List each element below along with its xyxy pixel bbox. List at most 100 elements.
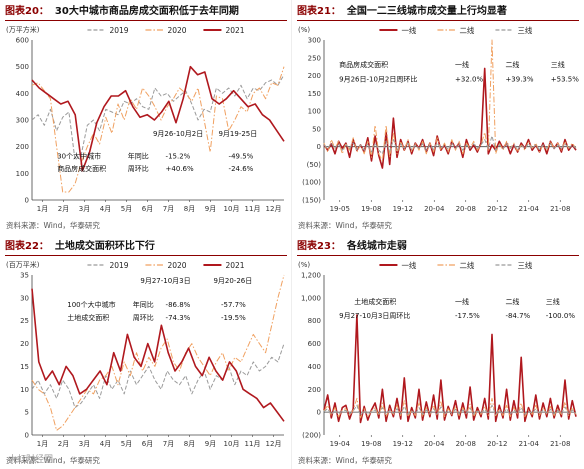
y-tick-label: 0 — [25, 197, 29, 205]
y-tick-label: 200 — [16, 143, 29, 151]
x-tick-label: 6月 — [142, 205, 153, 213]
figure-title: 30大中城市商品房成交面积低于去年同期 — [54, 6, 239, 17]
x-tick-label: 19-08 — [361, 205, 381, 213]
chart-annotation: 周环比 — [128, 164, 149, 173]
legend-label: 一线 — [401, 25, 416, 35]
x-tick-label: 5月 — [121, 440, 132, 448]
legend-label: 2019 — [109, 26, 128, 35]
y-tick-label: 15 — [20, 363, 29, 371]
x-tick-label: 4月 — [100, 205, 111, 213]
figure-number: 图表21： — [297, 6, 341, 17]
line-chart-svg: (%) (200) 0 200 400 600 800 1,000 1,200 19-04 19-0… — [298, 260, 577, 448]
y-tick-label: (200) — [302, 432, 321, 440]
x-tick-label: 1月 — [37, 440, 48, 448]
chart-annotation: -86.8% — [166, 301, 191, 309]
line-chart-svg: (%) (150) (100) (50) 0 50 100 150 200 250 300 19-05… — [298, 25, 579, 213]
x-tick-label: 19-05 — [330, 205, 350, 213]
chart-annotation: 9月26-10月2日 — [153, 130, 203, 138]
series-line-2019 — [31, 343, 285, 409]
y-tick-label: 30 — [20, 294, 29, 302]
chart-panel-23: 图表23： 各线城市走弱 (%) (200) 0 200 400 600 800 1,000 1,… — [292, 235, 584, 469]
x-tick-label: 5月 — [121, 205, 132, 213]
panel-title: 图表21： 全国一二三线城市成交量上行均显著 — [297, 3, 579, 21]
x-tick-label: 12月 — [266, 440, 282, 448]
figure-title: 全国一二三线城市成交量上行均显著 — [346, 6, 507, 17]
chart-annotation: -57.7% — [221, 301, 246, 309]
series-line-2021 — [31, 65, 285, 172]
x-tick-label: 11月 — [245, 205, 261, 213]
legend-label: 二线 — [459, 25, 474, 35]
chart-annotation: 9月20-26日 — [213, 277, 252, 285]
series-line-一线 — [323, 314, 577, 424]
x-tick-label: 19-08 — [361, 440, 381, 448]
y-tick-label: (150) — [302, 197, 321, 205]
chart-annotation: 土地成交面积 — [67, 313, 109, 322]
x-tick-label: 2月 — [58, 205, 69, 213]
x-tick-label: 1月 — [37, 205, 48, 213]
x-tick-label: 9月 — [205, 440, 216, 448]
chart-annotation: -74.3% — [166, 314, 191, 322]
x-tick-label: 20-04 — [424, 205, 445, 213]
legend-label: 2019 — [109, 261, 128, 270]
chart-annotation: 周环比 — [133, 313, 154, 322]
axis-unit-label: (万平方米) — [6, 25, 40, 34]
chart-annotation: 9月19-25日 — [218, 130, 257, 138]
y-tick-label: 250 — [308, 54, 321, 62]
source-note: 资料来源：Wind，华泰研究 — [6, 456, 100, 465]
y-tick-label: 100 — [16, 170, 29, 178]
chart-annotation: -84.7% — [505, 312, 530, 320]
x-tick-label: 21-04 — [519, 205, 540, 213]
y-tick-label: 5 — [25, 409, 29, 417]
source-note: 资料来源：Wind，华泰研究 — [6, 221, 100, 230]
chart-annotation: +39.3% — [505, 76, 533, 84]
chart-annotation: -24.6% — [229, 165, 254, 173]
series-line-二线 — [323, 39, 577, 162]
chart-annotation: 年同比 — [128, 151, 149, 160]
legend-label: 2020 — [167, 261, 186, 270]
x-tick-label: 2月 — [58, 440, 69, 448]
legend-label: 三线 — [517, 25, 532, 35]
chart-annotation: -17.5% — [455, 312, 480, 320]
x-tick-label: 19-12 — [393, 440, 413, 448]
y-tick-label: 800 — [308, 317, 321, 325]
y-tick-label: 100 — [308, 108, 321, 116]
chart-annotation: 年同比 — [133, 300, 154, 309]
chart-annotation: 三线 — [551, 60, 565, 69]
chart-annotation: -49.5% — [229, 152, 254, 160]
x-tick-label: 3月 — [79, 205, 90, 213]
legend-label: 三线 — [517, 260, 532, 270]
chart-annotation: 9月27-10月3日周环比 — [339, 311, 410, 320]
x-tick-label: 6月 — [142, 440, 153, 448]
chart-annotation: 商品房成交面积 — [57, 164, 106, 173]
chart-annotation: +53.5% — [551, 76, 579, 84]
x-tick-label: 12月 — [266, 205, 282, 213]
chart-annotation: 商品房成交面积 — [339, 60, 388, 69]
chart-annotation: -100.0% — [546, 312, 576, 320]
chart-annotation: +32.0% — [455, 76, 483, 84]
x-tick-label: 20-08 — [456, 440, 476, 448]
chart-annotation: -15.2% — [166, 152, 191, 160]
y-tick-label: 50 — [312, 125, 321, 133]
y-tick-label: 1,000 — [301, 294, 321, 302]
y-tick-label: 400 — [16, 90, 29, 98]
series-line-2019 — [31, 74, 285, 161]
axis-unit-label: (%) — [298, 26, 310, 34]
chart-annotation: 9月26日-10月2日周环比 — [339, 75, 417, 84]
y-tick-label: 500 — [16, 63, 29, 71]
legend-label: 2021 — [225, 26, 244, 35]
y-tick-label: 200 — [308, 386, 321, 394]
chart-annotation: +40.6% — [166, 165, 194, 173]
series-line-2020 — [31, 274, 285, 431]
chart-annotation: 二线 — [505, 297, 519, 306]
axis-unit-label: (%) — [298, 261, 310, 269]
figure-title: 各线城市走弱 — [346, 241, 407, 252]
y-tick-label: 300 — [16, 117, 29, 125]
y-tick-label: 20 — [20, 340, 29, 348]
series-line-三线 — [323, 404, 577, 417]
line-chart-svg: (百万平米) 0 5 10 15 20 25 30 35 1月 2月 3月 4月 5月 6月 7月 8月 9月 10… — [6, 260, 285, 448]
figure-number: 图表20： — [5, 6, 49, 17]
y-tick-label: (100) — [302, 179, 321, 187]
chart-panel-22: 图表22： 土地成交面积环比下行 (百万平米) 0 5 10 15 20 25 30 35 1月 2月… — [0, 235, 292, 469]
x-tick-label: 20-04 — [424, 440, 445, 448]
chart-panel-20: 图表20： 30大中城市商品房成交面积低于去年同期 (万平方米) 0 100 200 30… — [0, 0, 292, 234]
